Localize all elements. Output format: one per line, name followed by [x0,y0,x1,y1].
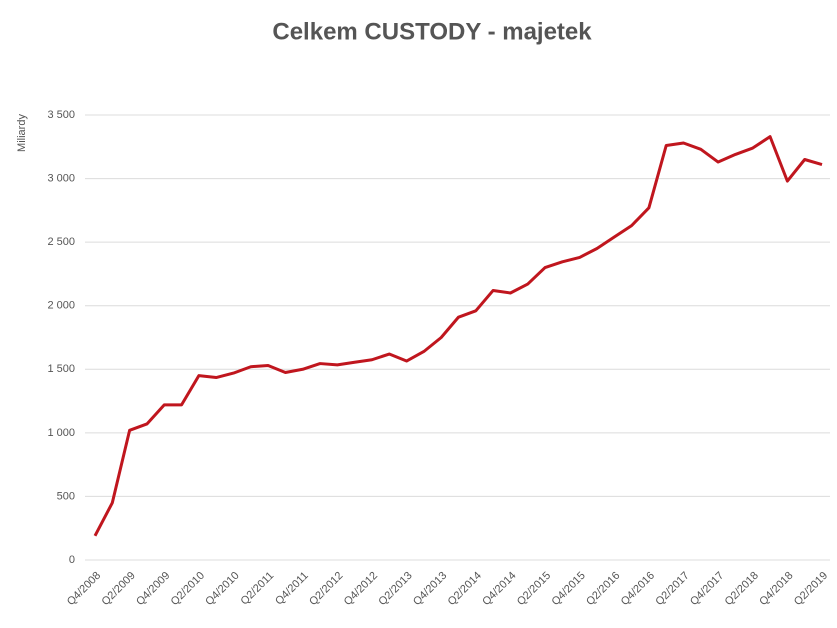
y-tick-label: 0 [69,554,75,566]
x-tick-label: Q2/2012 [307,570,345,608]
x-tick-label: Q4/2008 [65,570,103,608]
y-tick-label: 2 000 [47,300,75,312]
x-tick-label: Q2/2019 [792,570,830,608]
x-tick-label: Q2/2018 [723,570,761,608]
data-line [93,135,823,537]
x-tick-label: Q4/2017 [688,570,726,608]
x-tick-label: Q4/2013 [411,570,449,608]
x-tick-label: Q4/2009 [134,570,172,608]
x-tick-label: Q4/2018 [757,570,795,608]
y-tick-label: 1 500 [47,363,75,375]
y-axis-label: Miliardy [16,114,28,152]
x-tick-label: Q4/2011 [273,570,311,608]
chart-title: Celkem CUSTODY - majetek [272,18,592,45]
y-tick-label: 3 500 [47,109,75,121]
x-tick-label: Q2/2013 [376,570,414,608]
x-tick-label: Q4/2014 [480,570,518,608]
x-tick-label: Q2/2011 [239,570,277,608]
x-tick-label: Q2/2016 [584,570,622,608]
y-tick-label: 2 500 [47,236,75,248]
x-tick-label: Q4/2012 [342,570,380,608]
x-tick-label: Q2/2017 [653,570,691,608]
y-tick-label: 1 000 [47,427,75,439]
x-tick-label: Q4/2016 [619,570,657,608]
x-tick-label: Q4/2015 [550,570,588,608]
x-tick-label: Q2/2014 [446,570,484,608]
x-tick-label: Q2/2010 [169,570,207,608]
y-tick-label: 3 000 [47,172,75,184]
x-tick-label: Q2/2009 [99,570,137,608]
x-tick-label: Q4/2010 [203,570,241,608]
x-tick-label: Q2/2015 [515,570,553,608]
y-tick-label: 500 [57,490,75,502]
